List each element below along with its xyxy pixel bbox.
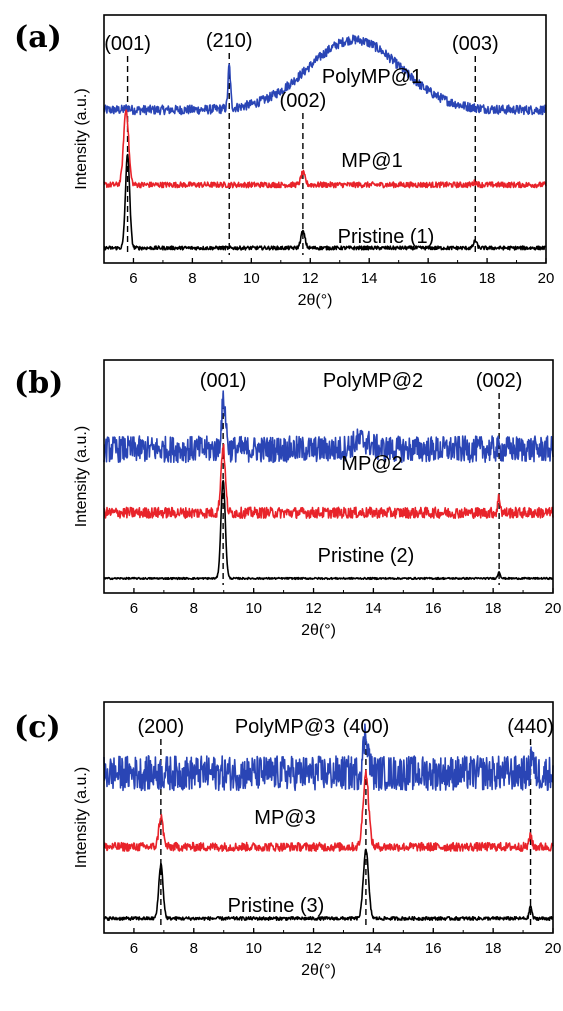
series-line-c-0 (103, 723, 554, 792)
x-tick-label-b-4: 14 (365, 600, 382, 617)
reflection-label-a-0: (001) (104, 33, 151, 55)
x-tick-label-a-5: 16 (420, 270, 437, 287)
reflection-label-c-1: (400) (343, 716, 390, 738)
reflection-label-b-0: (001) (200, 370, 247, 392)
x-tick-label-a-7: 20 (538, 270, 555, 287)
x-tick-label-a-1: 8 (188, 270, 196, 287)
x-tick-label-c-3: 12 (305, 940, 322, 957)
x-tick-label-a-4: 14 (361, 270, 378, 287)
x-tick-label-c-6: 18 (485, 940, 502, 957)
panel-c: (c) PolyMP@3 MP@3 Pristine (3) (200) (400) (44… (14, 701, 562, 979)
x-tick-label-c-5: 16 (425, 940, 442, 957)
series-label-c-0: PolyMP@3 (235, 716, 335, 738)
panel-a: (a) PolyMP@1 MP@1 Pristine (1) (001) (210) (00… (14, 14, 555, 309)
x-tick-label-b-5: 16 (425, 600, 442, 617)
reflection-label-c-0: (200) (138, 716, 185, 738)
y-axis-title-b: Intensity (a.u.) (73, 426, 90, 527)
series-label-c-1: MP@3 (254, 807, 315, 829)
x-tick-label-b-6: 18 (485, 600, 502, 617)
x-tick-label-c-0: 6 (130, 940, 138, 957)
reflection-label-a-3: (003) (452, 33, 499, 55)
series-line-b-1 (103, 443, 554, 520)
series-line-b-0 (103, 390, 554, 464)
series-line-c-2 (103, 848, 554, 922)
reflection-label-c-2: (440) (507, 716, 554, 738)
x-tick-label-b-2: 10 (245, 600, 262, 617)
plot-frame-c (103, 701, 554, 934)
x-tick-label-c-4: 14 (365, 940, 382, 957)
series-line-a-2 (103, 153, 547, 251)
reflection-label-a-1: (210) (206, 30, 253, 52)
series-label-b-0: PolyMP@2 (323, 370, 423, 392)
panel-label-b: (b) (14, 366, 63, 401)
series-label-b-1: MP@2 (341, 453, 402, 475)
x-tick-label-c-2: 10 (245, 940, 262, 957)
x-axis-title-c: 2θ(°) (301, 962, 336, 979)
series-line-b-2 (103, 479, 554, 581)
x-tick-label-b-1: 8 (190, 600, 198, 617)
series-line-a-0 (103, 34, 547, 116)
panel-label-a: (a) (14, 20, 62, 55)
y-axis-title-c: Intensity (a.u.) (73, 767, 90, 868)
series-line-a-1 (103, 109, 547, 189)
series-label-a-2: Pristine (1) (338, 226, 435, 248)
panel-b: (b) PolyMP@2 MP@2 Pristine (2) (001) (002) 6 8 1… (14, 359, 562, 639)
x-tick-label-b-7: 20 (545, 600, 562, 617)
reflection-label-a-2: (002) (280, 90, 327, 112)
series-line-c-1 (103, 769, 554, 853)
x-tick-label-b-3: 12 (305, 600, 322, 617)
series-label-a-1: MP@1 (341, 150, 402, 172)
x-tick-label-c-7: 20 (545, 940, 562, 957)
x-tick-label-a-0: 6 (129, 270, 137, 287)
x-tick-label-a-2: 10 (243, 270, 260, 287)
panel-label-c: (c) (14, 710, 61, 745)
x-tick-label-b-0: 6 (130, 600, 138, 617)
x-tick-label-c-1: 8 (190, 940, 198, 957)
series-label-a-0: PolyMP@1 (322, 66, 422, 88)
x-axis-title-a: 2θ(°) (298, 292, 333, 309)
reflection-label-b-1: (002) (476, 370, 523, 392)
x-axis-title-b: 2θ(°) (301, 622, 336, 639)
series-label-c-2: Pristine (3) (228, 895, 325, 917)
x-tick-label-a-6: 18 (479, 270, 496, 287)
plot-frame-b (103, 359, 554, 594)
y-axis-title-a: Intensity (a.u.) (73, 88, 90, 189)
series-label-b-2: Pristine (2) (318, 545, 415, 567)
x-tick-label-a-3: 12 (302, 270, 319, 287)
plot-frame-a (103, 14, 547, 264)
